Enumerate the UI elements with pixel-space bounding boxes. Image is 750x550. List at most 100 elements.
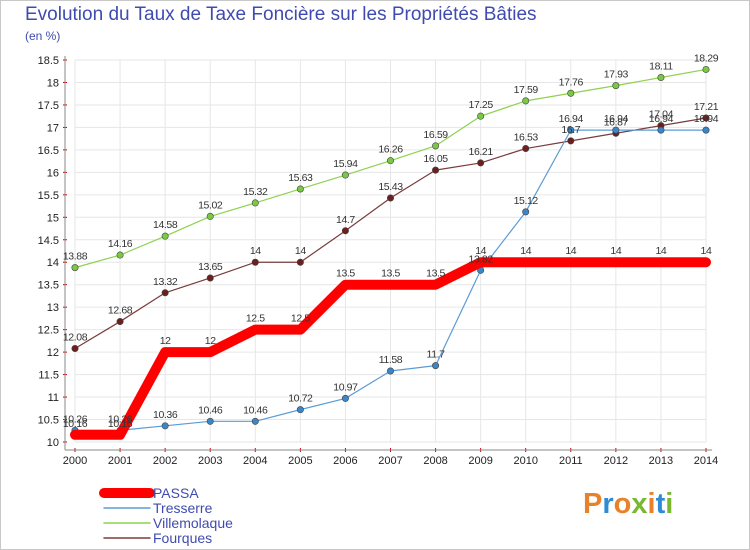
y-tick-label: 15 [47,212,59,224]
data-label-villemolaque: 14.16 [108,238,133,250]
data-label-passa: 14 [475,245,486,257]
data-point-villemolaque [522,97,530,105]
data-point-tresserre [522,208,530,216]
data-label-fourques: 14 [250,245,261,257]
data-label-villemolaque: 16.26 [378,144,403,156]
data-label-fourques: 12.68 [108,305,133,317]
data-label-tresserre: 16.94 [649,113,674,125]
data-point-tresserre [341,394,349,402]
data-point-tresserre [206,417,214,425]
y-tick-label: 12.5 [38,325,59,337]
data-label-villemolaque: 17.25 [469,99,494,111]
legend-label-villemolaque: Villemolaque [153,515,233,531]
data-label-fourques: 14.7 [336,214,355,226]
proxiti-logo: Proxiti [583,488,673,521]
data-point-fourques [161,289,169,297]
x-tick-label: 2011 [559,455,583,467]
y-tick-label: 18.5 [38,55,59,67]
y-tick-label: 15.5 [38,190,59,202]
data-label-fourques: 17.21 [694,101,719,113]
data-labels: 13.88 14.16 14.58 15.02 15.32 15.63 15.94 16.26… [63,52,719,429]
data-point-fourques [206,274,214,282]
data-label-passa: 14 [565,245,576,257]
y-tick-label: 18 [47,77,59,89]
x-tick-label: 2004 [243,455,267,467]
data-point-tresserre [161,422,169,430]
logo-letter: o [613,488,632,520]
y-tick-label: 13.5 [38,280,59,292]
y-tick-label: 10.5 [38,415,59,427]
data-label-fourques: 13.32 [153,276,178,288]
data-label-tresserre: 10.26 [108,413,133,425]
data-point-tresserre [432,362,440,370]
data-label-passa: 10.16 [63,418,88,430]
y-tick-label: 16.5 [38,145,59,157]
data-point-villemolaque [657,74,665,82]
data-label-villemolaque: 14.58 [153,219,178,231]
data-point-villemolaque [477,112,485,120]
logo-letter: i [647,488,656,520]
x-tick-label: 2001 [108,455,132,467]
data-label-villemolaque: 17.59 [514,84,539,96]
data-point-fourques [432,166,440,174]
data-point-villemolaque [567,89,575,97]
data-point-tresserre [386,367,394,375]
data-label-tresserre: 16.94 [604,113,629,125]
data-label-tresserre: 10.46 [198,404,223,416]
data-label-fourques: 16.7 [561,124,580,136]
data-label-passa: 12 [160,335,171,347]
logo-letter: r [602,488,614,520]
data-point-villemolaque [612,82,620,90]
data-point-tresserre [612,126,620,134]
data-label-passa: 10.16 [108,418,133,430]
data-label-villemolaque: 17.93 [604,69,629,81]
x-tick-label: 2002 [153,455,177,467]
y-tick-label: 14.5 [38,235,59,247]
data-label-tresserre: 10.26 [63,413,88,425]
data-point-tresserre [296,406,304,414]
data-point-tresserre [251,417,259,425]
data-label-fourques: 16.87 [604,116,629,128]
data-label-passa: 12 [205,335,216,347]
y-tick-label: 17.5 [38,100,59,112]
data-point-fourques [341,227,349,235]
data-point-villemolaque [251,199,259,207]
data-point-villemolaque [386,157,394,165]
data-label-villemolaque: 15.94 [333,158,358,170]
series-line-passa [70,257,711,440]
data-label-tresserre: 11.58 [379,354,403,366]
data-label-villemolaque: 15.63 [288,172,313,184]
data-point-fourques [522,145,530,153]
y-tick-label: 11 [48,392,59,404]
x-tick-label: 2007 [378,455,402,467]
y-tick-label: 10 [47,437,59,449]
y-tick-label: 17 [47,122,59,134]
data-label-fourques: 16.05 [423,153,448,165]
data-point-fourques [477,159,485,167]
data-label-fourques: 15.43 [378,181,403,193]
data-point-fourques [567,137,575,145]
data-label-villemolaque: 15.32 [243,186,268,198]
data-label-tresserre: 13.82 [469,253,494,265]
legend-label-fourques: Fourques [153,530,212,546]
data-point-fourques [71,345,79,353]
data-point-villemolaque [432,142,440,150]
data-label-fourques: 14 [295,245,306,257]
logo-letter: i [665,488,674,520]
data-label-passa: 14 [655,245,666,257]
data-label-passa: 13.5 [426,268,445,280]
y-tick-label: 11.5 [38,370,59,382]
data-label-tresserre: 10.36 [153,409,178,421]
data-label-fourques: 12.08 [63,332,88,344]
x-tick-label: 2000 [63,455,87,467]
legend-label-passa: PASSA [153,485,199,501]
data-point-villemolaque [296,185,304,193]
data-label-tresserre: 10.72 [288,393,313,405]
data-point-fourques [296,258,304,266]
data-label-fourques: 16.53 [514,132,539,144]
logo-letter: t [655,488,666,520]
logo-letter: x [631,488,648,520]
data-label-tresserre: 15.12 [514,195,539,207]
x-tick-label: 2008 [423,455,447,467]
